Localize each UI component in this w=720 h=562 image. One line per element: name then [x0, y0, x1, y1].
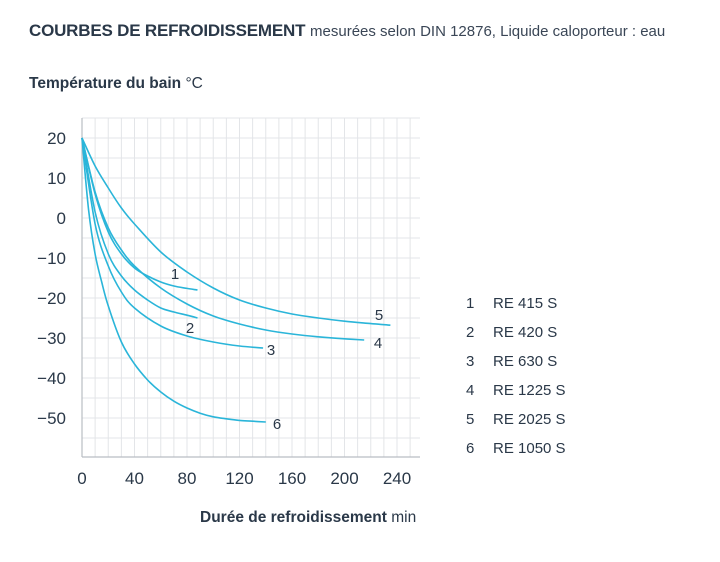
curve-label-1: 1 — [171, 266, 179, 283]
series-line-4 — [81, 137, 365, 341]
legend-series-name: RE 2025 S — [493, 411, 566, 428]
curve-label-4: 4 — [374, 335, 382, 352]
x-tick-label: 0 — [77, 469, 86, 488]
legend-number: 5 — [466, 411, 475, 428]
x-tick-label: 40 — [125, 469, 144, 488]
curve-label-3: 3 — [267, 342, 275, 359]
chart-title-bold: COURBES DE REFROIDISSEMENT — [29, 21, 306, 40]
legend: 1 RE 415 S 2 RE 420 S 3 RE 630 S 4 RE 1225 S 5 RE… — [466, 294, 566, 468]
series-line-3 — [81, 137, 264, 349]
x-tick-label: 200 — [330, 469, 358, 488]
legend-series-name: RE 630 S — [493, 353, 558, 370]
x-tick-label: 160 — [278, 469, 306, 488]
legend-item: 3 RE 630 S — [466, 352, 566, 381]
x-tick-label: 80 — [178, 469, 197, 488]
legend-series-name: RE 415 S — [493, 295, 558, 312]
x-tick-label: 120 — [225, 469, 253, 488]
curve-label-2: 2 — [186, 320, 194, 337]
legend-number: 2 — [466, 324, 475, 341]
legend-number: 4 — [466, 382, 475, 399]
legend-item: 6 RE 1050 S — [466, 439, 566, 468]
curve-label-6: 6 — [273, 416, 281, 433]
y-tick-label: 0 — [57, 209, 66, 228]
y-axis-label-text: Température du bain — [29, 75, 182, 92]
legend-series-name: RE 420 S — [493, 324, 558, 341]
chart-subtitle: mesurées selon DIN 12876, Liquide calopo… — [310, 23, 666, 40]
legend-item: 1 RE 415 S — [466, 294, 566, 323]
y-tick-label: −20 — [37, 289, 66, 308]
y-tick-label: −30 — [37, 329, 66, 348]
legend-item: 2 RE 420 S — [466, 323, 566, 352]
series-line-5 — [81, 137, 391, 326]
curve-label-5: 5 — [375, 307, 383, 324]
legend-number: 1 — [466, 295, 475, 312]
legend-number: 6 — [466, 440, 475, 457]
y-axis-label: Température du bain °C — [29, 75, 203, 93]
y-tick-label: 10 — [47, 169, 66, 188]
y-axis-unit: °C — [185, 75, 203, 92]
y-tick-label: −40 — [37, 369, 66, 388]
y-tick-label: −50 — [37, 409, 66, 428]
legend-item: 5 RE 2025 S — [466, 410, 566, 439]
legend-series-name: RE 1225 S — [493, 382, 566, 399]
y-tick-label: 20 — [47, 129, 66, 148]
legend-number: 3 — [466, 353, 475, 370]
x-tick-label: 240 — [383, 469, 411, 488]
x-axis-unit: min — [391, 509, 417, 526]
series-line-2 — [81, 137, 198, 319]
legend-series-name: RE 1050 S — [493, 440, 566, 457]
y-tick-label: −10 — [37, 249, 66, 268]
chart-title: COURBES DE REFROIDISSEMENT mesurées selo… — [29, 21, 665, 41]
x-axis-label: Durée de refroidissement min — [200, 509, 416, 527]
x-axis-label-text: Durée de refroidissement — [200, 509, 387, 526]
legend-item: 4 RE 1225 S — [466, 381, 566, 410]
series-line-6 — [81, 137, 266, 423]
